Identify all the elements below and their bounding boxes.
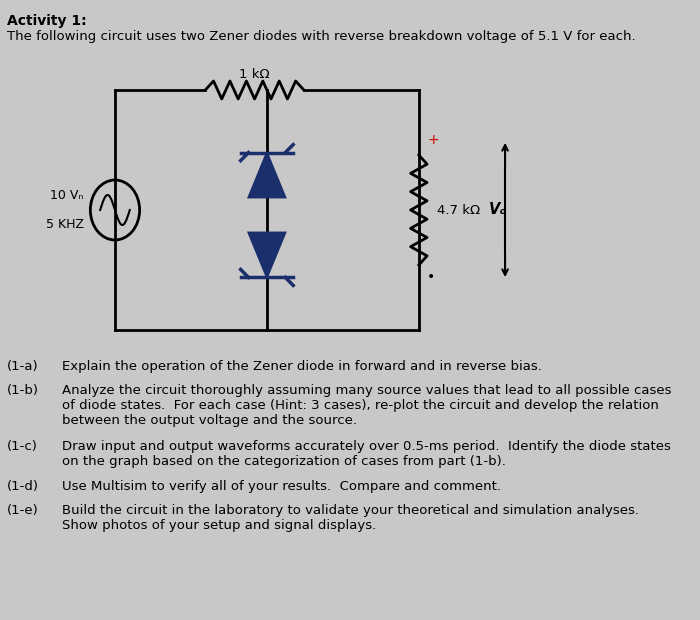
Text: Vₒ: Vₒ — [489, 203, 507, 218]
Text: (1-e): (1-e) — [6, 504, 38, 517]
Text: +: + — [427, 133, 439, 147]
Polygon shape — [248, 153, 286, 197]
Text: (1-d): (1-d) — [6, 480, 38, 493]
Text: Draw input and output waveforms accurately over 0.5-ms period.  Identify the dio: Draw input and output waveforms accurate… — [62, 440, 671, 468]
Text: 5 KHZ: 5 KHZ — [46, 218, 84, 231]
Text: The following circuit uses two Zener diodes with reverse breakdown voltage of 5.: The following circuit uses two Zener dio… — [6, 30, 635, 43]
Text: •: • — [427, 270, 435, 284]
Text: Analyze the circuit thoroughly assuming many source values that lead to all poss: Analyze the circuit thoroughly assuming … — [62, 384, 671, 427]
Polygon shape — [248, 232, 286, 277]
Text: Build the circuit in the laboratory to validate your theoretical and simulation : Build the circuit in the laboratory to v… — [62, 504, 638, 532]
Text: (1-b): (1-b) — [6, 384, 38, 397]
Text: 1 kΩ: 1 kΩ — [239, 68, 270, 81]
Text: 4.7 kΩ: 4.7 kΩ — [437, 203, 480, 216]
Text: Use Multisim to verify all of your results.  Compare and comment.: Use Multisim to verify all of your resul… — [62, 480, 500, 493]
Text: (1-c): (1-c) — [6, 440, 37, 453]
Text: Explain the operation of the Zener diode in forward and in reverse bias.: Explain the operation of the Zener diode… — [62, 360, 542, 373]
Text: Activity 1:: Activity 1: — [6, 14, 86, 28]
Text: (1-a): (1-a) — [6, 360, 38, 373]
Text: 10 Vₙ: 10 Vₙ — [50, 189, 84, 202]
